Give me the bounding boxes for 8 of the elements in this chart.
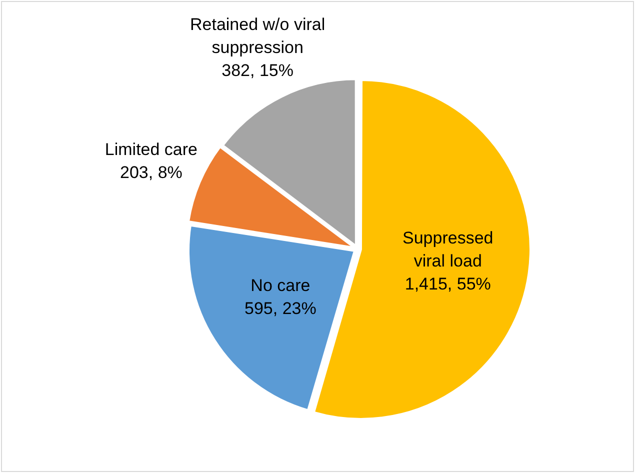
- data-label: 203, 8%: [120, 162, 182, 182]
- slice-label: Suppressed viral load: [402, 228, 494, 271]
- data-label: 382, 15%: [222, 61, 294, 80]
- slice-label: Limited care: [104, 140, 198, 159]
- data-label: 595, 23%: [244, 299, 316, 318]
- slice-label: No care: [250, 276, 310, 296]
- data-label: 1,415, 55%: [404, 274, 491, 294]
- slice-label: Retained w/o viral suppression: [190, 15, 326, 58]
